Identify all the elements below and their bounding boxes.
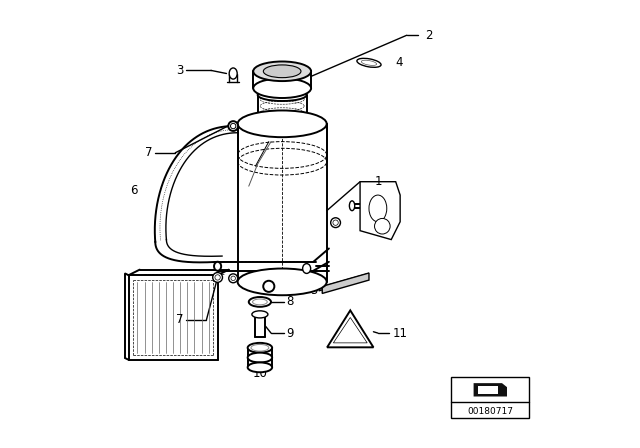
Ellipse shape bbox=[214, 262, 221, 271]
Ellipse shape bbox=[229, 68, 237, 79]
Ellipse shape bbox=[333, 220, 339, 225]
Ellipse shape bbox=[228, 274, 237, 283]
Ellipse shape bbox=[230, 123, 236, 129]
Ellipse shape bbox=[253, 299, 268, 305]
Ellipse shape bbox=[231, 276, 236, 280]
Ellipse shape bbox=[248, 353, 272, 362]
Text: 3: 3 bbox=[176, 64, 183, 77]
Ellipse shape bbox=[215, 275, 220, 280]
Text: 1: 1 bbox=[375, 175, 382, 188]
Ellipse shape bbox=[237, 268, 326, 295]
Ellipse shape bbox=[362, 60, 377, 65]
Ellipse shape bbox=[249, 297, 271, 307]
Text: 11: 11 bbox=[392, 327, 408, 340]
Ellipse shape bbox=[251, 345, 269, 351]
Ellipse shape bbox=[357, 58, 381, 67]
Ellipse shape bbox=[253, 61, 311, 81]
Text: 8: 8 bbox=[287, 295, 294, 308]
Text: 7: 7 bbox=[145, 146, 152, 159]
Text: 2: 2 bbox=[424, 29, 432, 42]
Text: 7: 7 bbox=[176, 313, 183, 326]
Ellipse shape bbox=[253, 78, 311, 98]
Ellipse shape bbox=[263, 281, 275, 292]
Text: 00180717: 00180717 bbox=[467, 407, 513, 416]
Ellipse shape bbox=[369, 195, 387, 222]
Polygon shape bbox=[327, 310, 373, 347]
Polygon shape bbox=[333, 318, 367, 343]
Text: 10: 10 bbox=[252, 366, 268, 379]
Ellipse shape bbox=[258, 89, 307, 101]
Text: 5: 5 bbox=[310, 284, 318, 297]
Polygon shape bbox=[322, 273, 369, 293]
Ellipse shape bbox=[303, 263, 310, 273]
Text: 6: 6 bbox=[130, 184, 138, 197]
Text: 4: 4 bbox=[396, 56, 403, 69]
Ellipse shape bbox=[263, 65, 301, 78]
Polygon shape bbox=[477, 386, 498, 394]
Polygon shape bbox=[474, 383, 507, 396]
Ellipse shape bbox=[228, 121, 238, 131]
Ellipse shape bbox=[248, 362, 272, 372]
Text: 7: 7 bbox=[272, 273, 279, 286]
Ellipse shape bbox=[374, 219, 390, 234]
Ellipse shape bbox=[349, 201, 355, 211]
Ellipse shape bbox=[252, 311, 268, 318]
Bar bbox=[451, 377, 529, 418]
Polygon shape bbox=[360, 182, 400, 240]
Ellipse shape bbox=[331, 218, 340, 228]
Ellipse shape bbox=[237, 111, 326, 137]
Text: 9: 9 bbox=[287, 327, 294, 340]
Ellipse shape bbox=[248, 343, 272, 353]
Ellipse shape bbox=[212, 272, 223, 282]
